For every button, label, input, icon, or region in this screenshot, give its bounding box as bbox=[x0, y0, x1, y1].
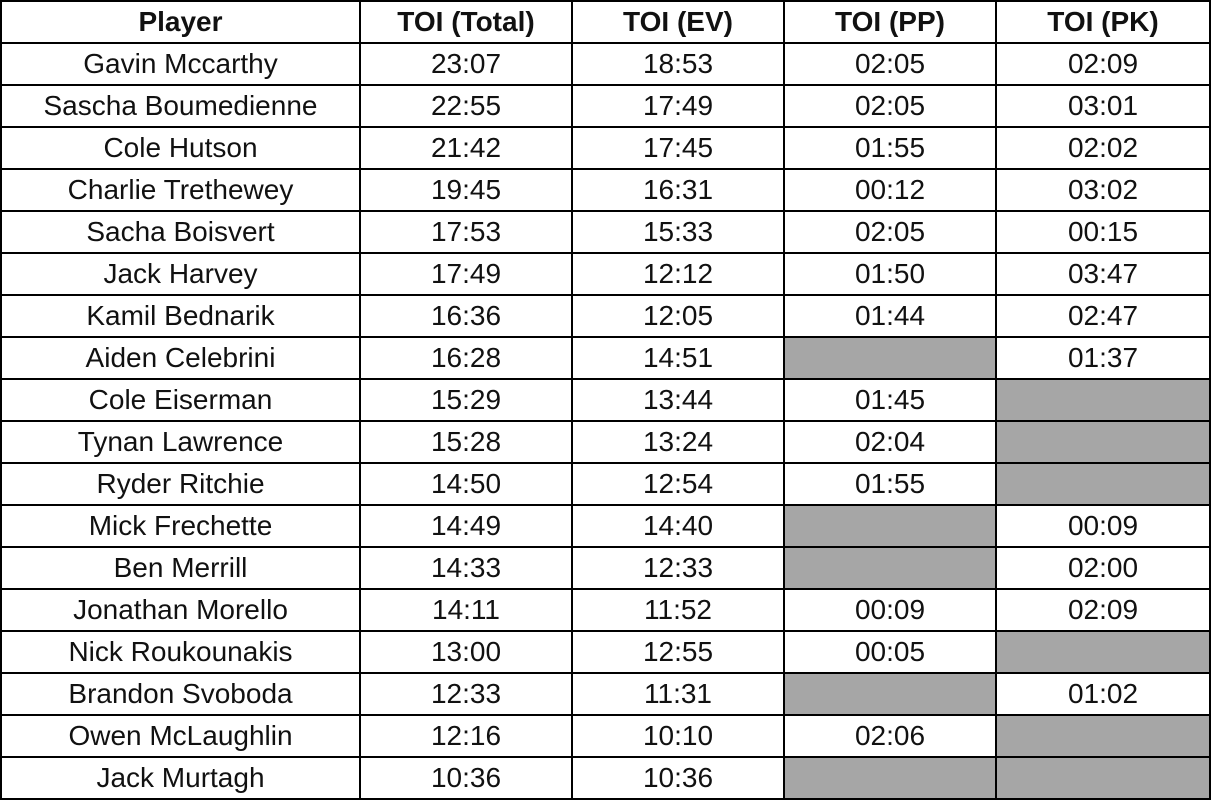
table-cell: Jack Murtagh bbox=[0, 756, 361, 800]
table-cell: Owen McLaughlin bbox=[0, 714, 361, 758]
table-cell bbox=[783, 672, 997, 716]
header-cell: TOI (Total) bbox=[359, 0, 573, 44]
table-cell bbox=[995, 462, 1211, 506]
table-cell: 13:24 bbox=[571, 420, 785, 464]
table-cell: Tynan Lawrence bbox=[0, 420, 361, 464]
table-cell: 01:45 bbox=[783, 378, 997, 422]
table-cell: 23:07 bbox=[359, 42, 573, 86]
table-cell: 01:02 bbox=[995, 672, 1211, 716]
table-cell: 11:31 bbox=[571, 672, 785, 716]
table-cell: Aiden Celebrini bbox=[0, 336, 361, 380]
table-cell: 03:02 bbox=[995, 168, 1211, 212]
table-cell: 14:51 bbox=[571, 336, 785, 380]
table-cell: 01:55 bbox=[783, 126, 997, 170]
table-cell bbox=[783, 546, 997, 590]
table-cell: 14:49 bbox=[359, 504, 573, 548]
table-cell: 22:55 bbox=[359, 84, 573, 128]
table-cell: 01:44 bbox=[783, 294, 997, 338]
table-cell: 00:09 bbox=[783, 588, 997, 632]
table-cell: Jonathan Morello bbox=[0, 588, 361, 632]
table-cell bbox=[995, 756, 1211, 800]
table-cell: Ben Merrill bbox=[0, 546, 361, 590]
table-cell: 01:37 bbox=[995, 336, 1211, 380]
table-cell: 14:40 bbox=[571, 504, 785, 548]
table-cell: 16:36 bbox=[359, 294, 573, 338]
table-cell: Sacha Boisvert bbox=[0, 210, 361, 254]
table-cell: 16:28 bbox=[359, 336, 573, 380]
table-cell: 02:00 bbox=[995, 546, 1211, 590]
table-cell: 00:15 bbox=[995, 210, 1211, 254]
table-cell: Cole Hutson bbox=[0, 126, 361, 170]
table-cell bbox=[783, 504, 997, 548]
table-cell: 03:01 bbox=[995, 84, 1211, 128]
table-cell bbox=[995, 714, 1211, 758]
table-cell: 10:36 bbox=[571, 756, 785, 800]
table-cell: 17:53 bbox=[359, 210, 573, 254]
table-cell: 13:44 bbox=[571, 378, 785, 422]
header-cell: TOI (EV) bbox=[571, 0, 785, 44]
table-cell: Ryder Ritchie bbox=[0, 462, 361, 506]
table-cell: 12:12 bbox=[571, 252, 785, 296]
table-cell: Kamil Bednarik bbox=[0, 294, 361, 338]
table-cell: 02:09 bbox=[995, 588, 1211, 632]
table-cell: 16:31 bbox=[571, 168, 785, 212]
table-cell: 12:33 bbox=[359, 672, 573, 716]
table-cell bbox=[783, 336, 997, 380]
table-cell: Jack Harvey bbox=[0, 252, 361, 296]
table-cell: 12:55 bbox=[571, 630, 785, 674]
table-cell: 00:12 bbox=[783, 168, 997, 212]
table-cell: 14:11 bbox=[359, 588, 573, 632]
table-cell: 02:05 bbox=[783, 210, 997, 254]
table-cell: Cole Eiserman bbox=[0, 378, 361, 422]
table-cell: Mick Frechette bbox=[0, 504, 361, 548]
table-cell: 03:47 bbox=[995, 252, 1211, 296]
table-cell: 18:53 bbox=[571, 42, 785, 86]
table-cell: 02:04 bbox=[783, 420, 997, 464]
table-cell bbox=[995, 420, 1211, 464]
table-cell bbox=[783, 756, 997, 800]
table-cell: 02:09 bbox=[995, 42, 1211, 86]
table-cell: 00:05 bbox=[783, 630, 997, 674]
table-cell: 21:42 bbox=[359, 126, 573, 170]
header-cell: TOI (PP) bbox=[783, 0, 997, 44]
table-cell: 02:47 bbox=[995, 294, 1211, 338]
table-cell: 13:00 bbox=[359, 630, 573, 674]
table-cell: 12:54 bbox=[571, 462, 785, 506]
table-cell: 10:10 bbox=[571, 714, 785, 758]
table-cell: 15:29 bbox=[359, 378, 573, 422]
table-cell: 10:36 bbox=[359, 756, 573, 800]
table-cell: 02:05 bbox=[783, 84, 997, 128]
table-cell: 15:33 bbox=[571, 210, 785, 254]
table-cell: 12:05 bbox=[571, 294, 785, 338]
table-cell: 00:09 bbox=[995, 504, 1211, 548]
table-cell: 19:45 bbox=[359, 168, 573, 212]
header-cell: TOI (PK) bbox=[995, 0, 1211, 44]
table-cell: 12:16 bbox=[359, 714, 573, 758]
table-cell: 02:05 bbox=[783, 42, 997, 86]
table-cell: 17:49 bbox=[359, 252, 573, 296]
table-cell: Charlie Trethewey bbox=[0, 168, 361, 212]
table-cell: 12:33 bbox=[571, 546, 785, 590]
table-cell: 14:33 bbox=[359, 546, 573, 590]
table-cell: 17:49 bbox=[571, 84, 785, 128]
table-cell: Sascha Boumedienne bbox=[0, 84, 361, 128]
table-cell bbox=[995, 378, 1211, 422]
table-cell: 02:06 bbox=[783, 714, 997, 758]
table-cell: 14:50 bbox=[359, 462, 573, 506]
table-cell: 17:45 bbox=[571, 126, 785, 170]
table-cell: 01:50 bbox=[783, 252, 997, 296]
table-cell bbox=[995, 630, 1211, 674]
table-cell: Gavin Mccarthy bbox=[0, 42, 361, 86]
header-cell: Player bbox=[0, 0, 361, 44]
table-cell: 01:55 bbox=[783, 462, 997, 506]
table-cell: 02:02 bbox=[995, 126, 1211, 170]
table-cell: Nick Roukounakis bbox=[0, 630, 361, 674]
table-cell: 15:28 bbox=[359, 420, 573, 464]
table-cell: 11:52 bbox=[571, 588, 785, 632]
table-cell: Brandon Svoboda bbox=[0, 672, 361, 716]
